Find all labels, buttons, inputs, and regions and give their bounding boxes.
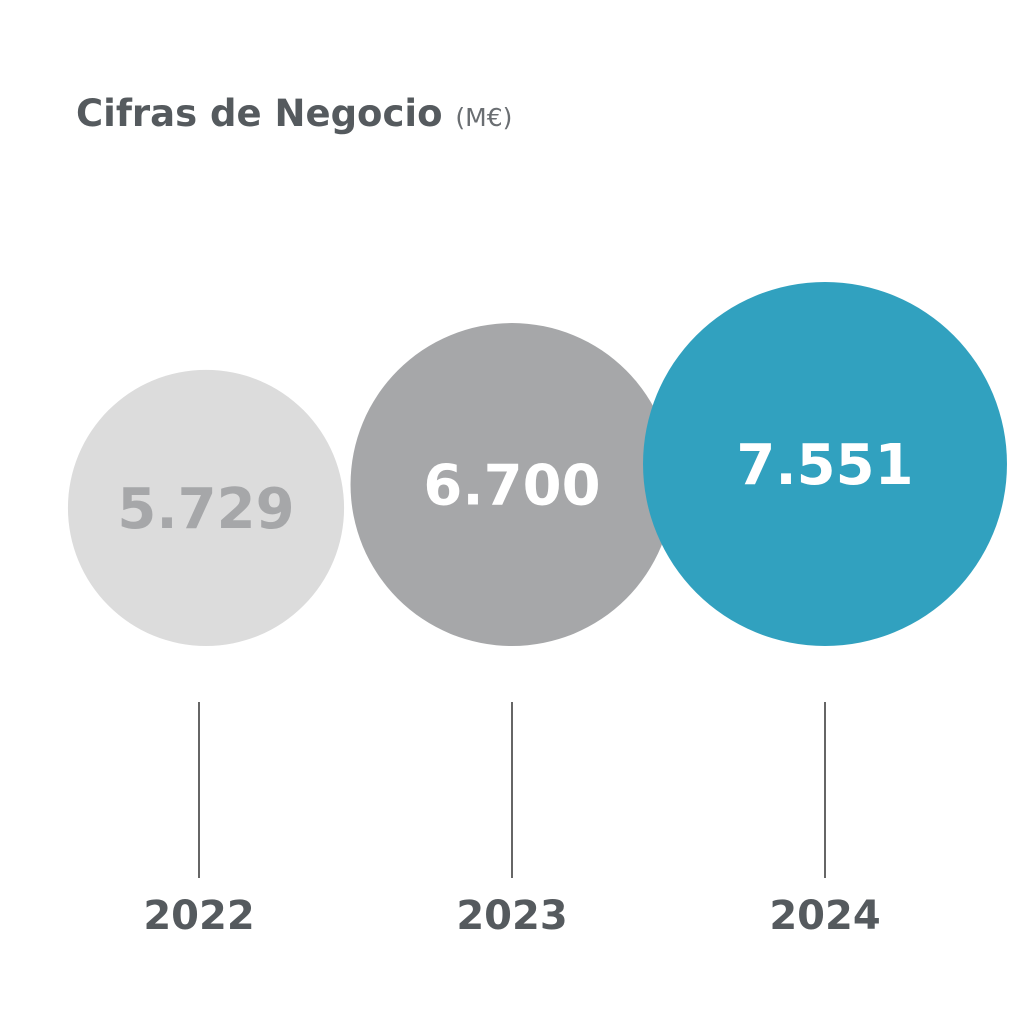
value-label: 7.551: [736, 433, 913, 498]
title-text: Cifras de Negocio: [76, 92, 443, 135]
unit-text: (M€): [455, 103, 512, 132]
bubble: [643, 282, 1007, 646]
bubble: [67, 369, 345, 646]
x-tick-label: 2024: [769, 893, 880, 939]
chart-title: Cifras de Negocio (M€): [76, 92, 512, 135]
value-label: 5.729: [117, 477, 294, 542]
bubble: [350, 323, 674, 646]
x-tick-label: 2022: [143, 893, 254, 939]
value-label: 6.700: [423, 454, 600, 519]
x-tick-label: 2023: [456, 893, 567, 939]
